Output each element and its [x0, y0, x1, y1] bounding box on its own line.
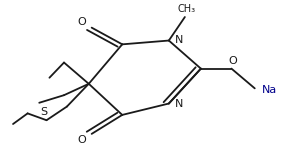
Text: N: N	[175, 35, 184, 45]
Text: O: O	[78, 135, 86, 145]
Text: O: O	[77, 17, 86, 27]
Text: O: O	[228, 56, 237, 66]
Text: CH₃: CH₃	[177, 4, 196, 14]
Text: S: S	[40, 107, 47, 117]
Text: Na: Na	[262, 85, 277, 95]
Text: N: N	[175, 99, 184, 109]
